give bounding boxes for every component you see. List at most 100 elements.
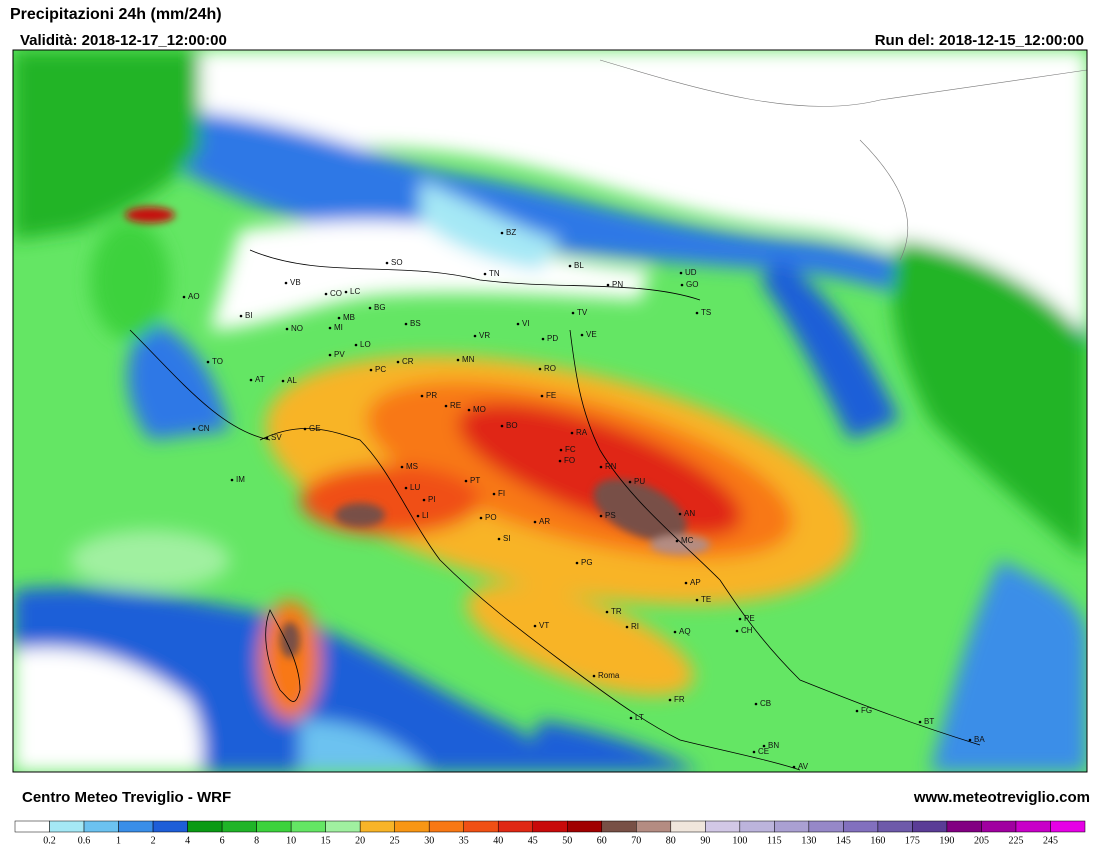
legend-swatch: [359, 820, 395, 833]
city-label: FI: [498, 489, 505, 498]
city-label: BO: [506, 421, 518, 430]
city-dot: [592, 674, 596, 678]
legend-swatch: [981, 820, 1017, 833]
legend-swatch: [325, 820, 361, 833]
city-label: LU: [410, 483, 420, 492]
city-label: NO: [291, 324, 303, 333]
city-dot: [467, 408, 471, 412]
city-dot: [538, 367, 542, 371]
city-label: AO: [188, 292, 200, 301]
city-dot: [516, 322, 520, 326]
city-label: AT: [255, 375, 265, 384]
city-label: TS: [701, 308, 711, 317]
legend-label: 25: [390, 835, 400, 846]
city-label: CH: [741, 626, 753, 635]
legend-label: 175: [905, 835, 920, 846]
legend-swatch: [946, 820, 982, 833]
city-label: BL: [574, 261, 584, 270]
city-dot: [368, 306, 372, 310]
city-dot: [695, 598, 699, 602]
city-dot: [735, 629, 739, 633]
legend-swatch: [394, 820, 430, 833]
city-label: MN: [462, 355, 475, 364]
city-label: PE: [744, 614, 755, 623]
run: Run del: 2018-12-15_12:00:00: [875, 32, 1084, 49]
city-dot: [625, 625, 629, 629]
legend-swatch: [739, 820, 775, 833]
legend-swatch: [912, 820, 948, 833]
legend-swatch: [187, 820, 223, 833]
city-dot: [500, 231, 504, 235]
city-label: PT: [470, 476, 480, 485]
city-dot: [568, 264, 572, 268]
city-dot: [328, 353, 332, 357]
city-label: AL: [287, 376, 297, 385]
city-label: VR: [479, 331, 490, 340]
legend-label: 205: [974, 835, 989, 846]
footer-right: www.meteotreviglio.com: [913, 789, 1090, 806]
city-label: MO: [473, 405, 486, 414]
city-dot: [404, 486, 408, 490]
city-dot: [281, 379, 285, 383]
city-dot: [249, 378, 253, 382]
city-dot: [533, 624, 537, 628]
legend-label: 6: [220, 835, 225, 846]
city-label: BZ: [506, 228, 516, 237]
city-label: MI: [334, 323, 343, 332]
city-dot: [385, 261, 389, 265]
city-label: PO: [485, 513, 497, 522]
city-label: PG: [581, 558, 593, 567]
city-label: FO: [564, 456, 575, 465]
city-label: LI: [422, 511, 429, 520]
city-dot: [558, 459, 562, 463]
city-label: MC: [681, 536, 694, 545]
city-label: AP: [690, 578, 701, 587]
legend-label: 35: [459, 835, 469, 846]
city-dot: [265, 436, 269, 440]
footer-left: Centro Meteo Treviglio - WRF: [22, 789, 231, 806]
city-label: VT: [539, 621, 549, 630]
city-dot: [404, 322, 408, 326]
city-dot: [599, 465, 603, 469]
city-dot: [738, 617, 742, 621]
city-dot: [684, 581, 688, 585]
city-label: FE: [546, 391, 556, 400]
legend-label: 90: [700, 835, 710, 846]
city-dot: [571, 311, 575, 315]
legend-label: 0.6: [78, 835, 91, 846]
city-label: TR: [611, 607, 622, 616]
city-label: BA: [974, 735, 985, 744]
legend-swatch: [1015, 820, 1051, 833]
city-dot: [752, 750, 756, 754]
city-label: GO: [686, 280, 698, 289]
legend-label: 10: [286, 835, 296, 846]
city-label: CE: [758, 747, 769, 756]
city-label: SI: [503, 534, 511, 543]
city-dot: [678, 512, 682, 516]
legend-label: 245: [1043, 835, 1058, 846]
city-label: SV: [271, 433, 282, 442]
city-dot: [444, 404, 448, 408]
city-dot: [344, 290, 348, 294]
city-label: LC: [350, 287, 360, 296]
city-label: BS: [410, 319, 421, 328]
legend-swatch: [49, 820, 85, 833]
city-dot: [284, 281, 288, 285]
city-dot: [396, 360, 400, 364]
city-dot: [182, 295, 186, 299]
city-label: PD: [547, 334, 558, 343]
legend-label: 80: [666, 835, 676, 846]
borders: [129, 249, 981, 771]
city-label: BI: [245, 311, 253, 320]
legend-label: 190: [939, 835, 954, 846]
city-label: Roma: [598, 671, 620, 680]
city-label: BT: [924, 717, 934, 726]
city-label: PI: [428, 495, 436, 504]
city-label: BN: [768, 741, 779, 750]
city-label: PU: [634, 477, 645, 486]
city-dot: [497, 537, 501, 541]
city-dot: [324, 292, 328, 296]
city-dot: [629, 716, 633, 720]
city-dot: [570, 431, 574, 435]
city-dot: [354, 343, 358, 347]
